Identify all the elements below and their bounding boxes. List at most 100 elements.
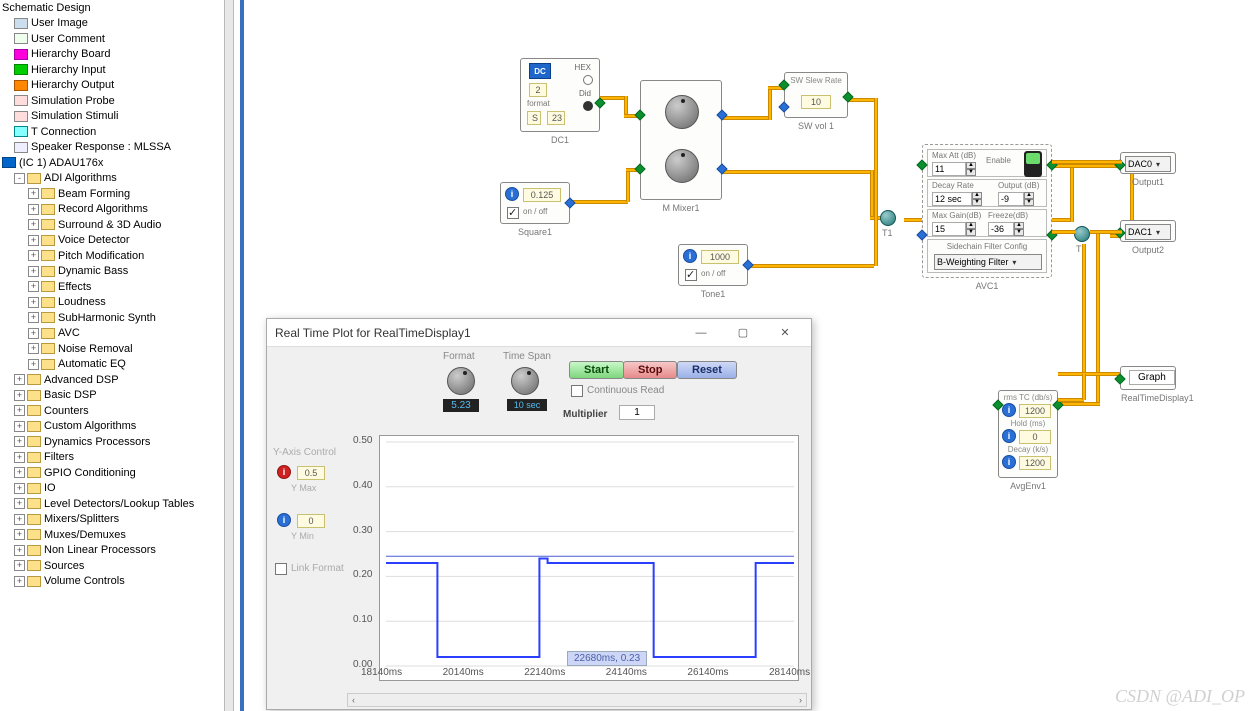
tree-item[interactable]: Hierarchy Board xyxy=(0,47,224,63)
expand-icon[interactable]: + xyxy=(14,452,25,463)
dc1-val2[interactable]: S xyxy=(527,111,541,125)
tree-item[interactable]: +SubHarmonic Synth xyxy=(0,310,224,326)
block-swvol[interactable]: SW Slew Rate 10 SW vol 1 xyxy=(784,72,848,118)
block-tone1[interactable]: i 1000 on / off Tone1 xyxy=(678,244,748,286)
swvol-val[interactable]: 10 xyxy=(801,95,831,109)
expand-icon[interactable]: + xyxy=(14,374,25,385)
tree-item[interactable]: Simulation Stimuli xyxy=(0,109,224,125)
info-icon[interactable]: i xyxy=(505,187,519,201)
timespan-knob[interactable] xyxy=(511,367,539,395)
avc-decay[interactable] xyxy=(932,192,972,206)
tree-item[interactable]: +Dynamics Processors xyxy=(0,434,224,450)
tree-item[interactable]: +Effects xyxy=(0,279,224,295)
tree-item[interactable]: +Voice Detector xyxy=(0,233,224,249)
tree-item[interactable]: User Comment xyxy=(0,31,224,47)
expand-icon[interactable]: + xyxy=(14,576,25,587)
block-avc1[interactable]: Max Att (dB) ▲▼ Enable Decay Rate ▲▼ Out… xyxy=(922,144,1052,278)
graph-button[interactable]: Graph xyxy=(1129,370,1175,385)
ymax-val[interactable]: 0.5 xyxy=(297,466,325,480)
tree-item[interactable]: T Connection xyxy=(0,124,224,140)
avc-enable-switch[interactable] xyxy=(1024,151,1042,177)
info-icon[interactable]: i xyxy=(1002,455,1016,469)
expand-icon[interactable]: + xyxy=(28,219,39,230)
expand-icon[interactable]: + xyxy=(28,188,39,199)
block-mixer[interactable]: M Mixer1 xyxy=(640,80,722,200)
tree-item[interactable]: -ADI Algorithms xyxy=(0,171,224,187)
info-icon[interactable]: i xyxy=(683,249,697,263)
expand-icon[interactable]: + xyxy=(28,359,39,370)
did-radio[interactable] xyxy=(583,101,593,111)
tree-item[interactable]: +IO xyxy=(0,481,224,497)
avc-maxatt[interactable] xyxy=(932,162,966,176)
expand-icon[interactable]: + xyxy=(28,328,39,339)
tree-item[interactable]: +AVC xyxy=(0,326,224,342)
tree-item[interactable]: +Filters xyxy=(0,450,224,466)
expand-icon[interactable]: + xyxy=(28,250,39,261)
avgenv-decay[interactable]: 1200 xyxy=(1019,456,1051,470)
tree-item[interactable]: +Loudness xyxy=(0,295,224,311)
avc-maxgain[interactable] xyxy=(932,222,966,236)
tree-item[interactable]: +Pitch Modification xyxy=(0,248,224,264)
expand-icon[interactable]: + xyxy=(14,529,25,540)
maximize-button[interactable]: ▢ xyxy=(725,323,761,343)
ymin-val[interactable]: 0 xyxy=(297,514,325,528)
mixer-knob2[interactable] xyxy=(665,149,699,183)
expand-icon[interactable]: + xyxy=(28,281,39,292)
tree-item[interactable]: Hierarchy Input xyxy=(0,62,224,78)
tree-item[interactable]: +Counters xyxy=(0,403,224,419)
avgenv-hold[interactable]: 0 xyxy=(1019,430,1051,444)
tree-item[interactable]: +Mixers/Splitters xyxy=(0,512,224,528)
expand-icon[interactable]: + xyxy=(14,436,25,447)
expand-icon[interactable]: + xyxy=(14,545,25,556)
tree-item[interactable]: Hierarchy Output xyxy=(0,78,224,94)
avc-freeze[interactable] xyxy=(988,222,1014,236)
splitter[interactable] xyxy=(224,0,234,711)
tree-item[interactable]: +Custom Algorithms xyxy=(0,419,224,435)
tree-item[interactable]: Simulation Probe xyxy=(0,93,224,109)
expand-icon[interactable]: + xyxy=(28,266,39,277)
expand-icon[interactable]: + xyxy=(28,204,39,215)
tree-item[interactable]: +Sources xyxy=(0,558,224,574)
dc1-val1[interactable]: 2 xyxy=(529,83,547,97)
ymin-icon[interactable]: i xyxy=(277,513,291,527)
tree-item[interactable]: (IC 1) ADAU176x xyxy=(0,155,224,171)
block-dc1[interactable]: DC HEX 2 Did format S 23 DC1 xyxy=(520,58,600,132)
stop-button[interactable]: Stop xyxy=(623,361,677,379)
tree-item[interactable]: +Noise Removal xyxy=(0,341,224,357)
plot-area[interactable] xyxy=(379,435,799,681)
output2-combo[interactable]: DAC1▾ xyxy=(1125,224,1171,240)
tree-item[interactable]: +Automatic EQ xyxy=(0,357,224,373)
tree-item[interactable]: Schematic Design xyxy=(0,0,224,16)
start-button[interactable]: Start xyxy=(569,361,624,379)
tree-item[interactable]: +Volume Controls xyxy=(0,574,224,590)
output1-combo[interactable]: DAC0▾ xyxy=(1125,156,1171,172)
block-rtd[interactable]: Graph RealTimeDisplay1 xyxy=(1120,366,1176,390)
expand-icon[interactable]: + xyxy=(28,343,39,354)
avc-side-combo[interactable]: B-Weighting Filter▾ xyxy=(934,254,1042,270)
tree-item[interactable]: +Advanced DSP xyxy=(0,372,224,388)
horizontal-scrollbar[interactable]: ‹› xyxy=(347,693,807,707)
expand-icon[interactable]: + xyxy=(28,297,39,308)
close-button[interactable]: ✕ xyxy=(767,323,803,343)
block-avgenv[interactable]: rms TC (db/s) i 1200 Hold (ms) i 0 Decay… xyxy=(998,390,1058,478)
expand-icon[interactable]: + xyxy=(14,483,25,494)
tree-item[interactable]: Speaker Response : MLSSA xyxy=(0,140,224,156)
tree-item[interactable]: +Basic DSP xyxy=(0,388,224,404)
expand-icon[interactable]: + xyxy=(28,235,39,246)
expand-icon[interactable]: + xyxy=(28,312,39,323)
block-output2[interactable]: DAC1▾ Output2 xyxy=(1120,220,1176,242)
tone1-onoff-check[interactable] xyxy=(685,269,697,281)
continuous-read-check[interactable] xyxy=(571,385,583,397)
hex-radio[interactable] xyxy=(583,75,593,85)
tone1-val[interactable]: 1000 xyxy=(701,250,739,264)
info-icon[interactable]: i xyxy=(1002,403,1016,417)
link-format-check[interactable] xyxy=(275,563,287,575)
avgenv-tc[interactable]: 1200 xyxy=(1019,404,1051,418)
format-knob[interactable] xyxy=(447,367,475,395)
square1-onoff-check[interactable] xyxy=(507,207,519,219)
minimize-button[interactable]: — xyxy=(683,323,719,343)
expand-icon[interactable]: + xyxy=(14,514,25,525)
expand-icon[interactable]: + xyxy=(14,405,25,416)
dc1-val3[interactable]: 23 xyxy=(547,111,565,125)
expand-icon[interactable]: - xyxy=(14,173,25,184)
